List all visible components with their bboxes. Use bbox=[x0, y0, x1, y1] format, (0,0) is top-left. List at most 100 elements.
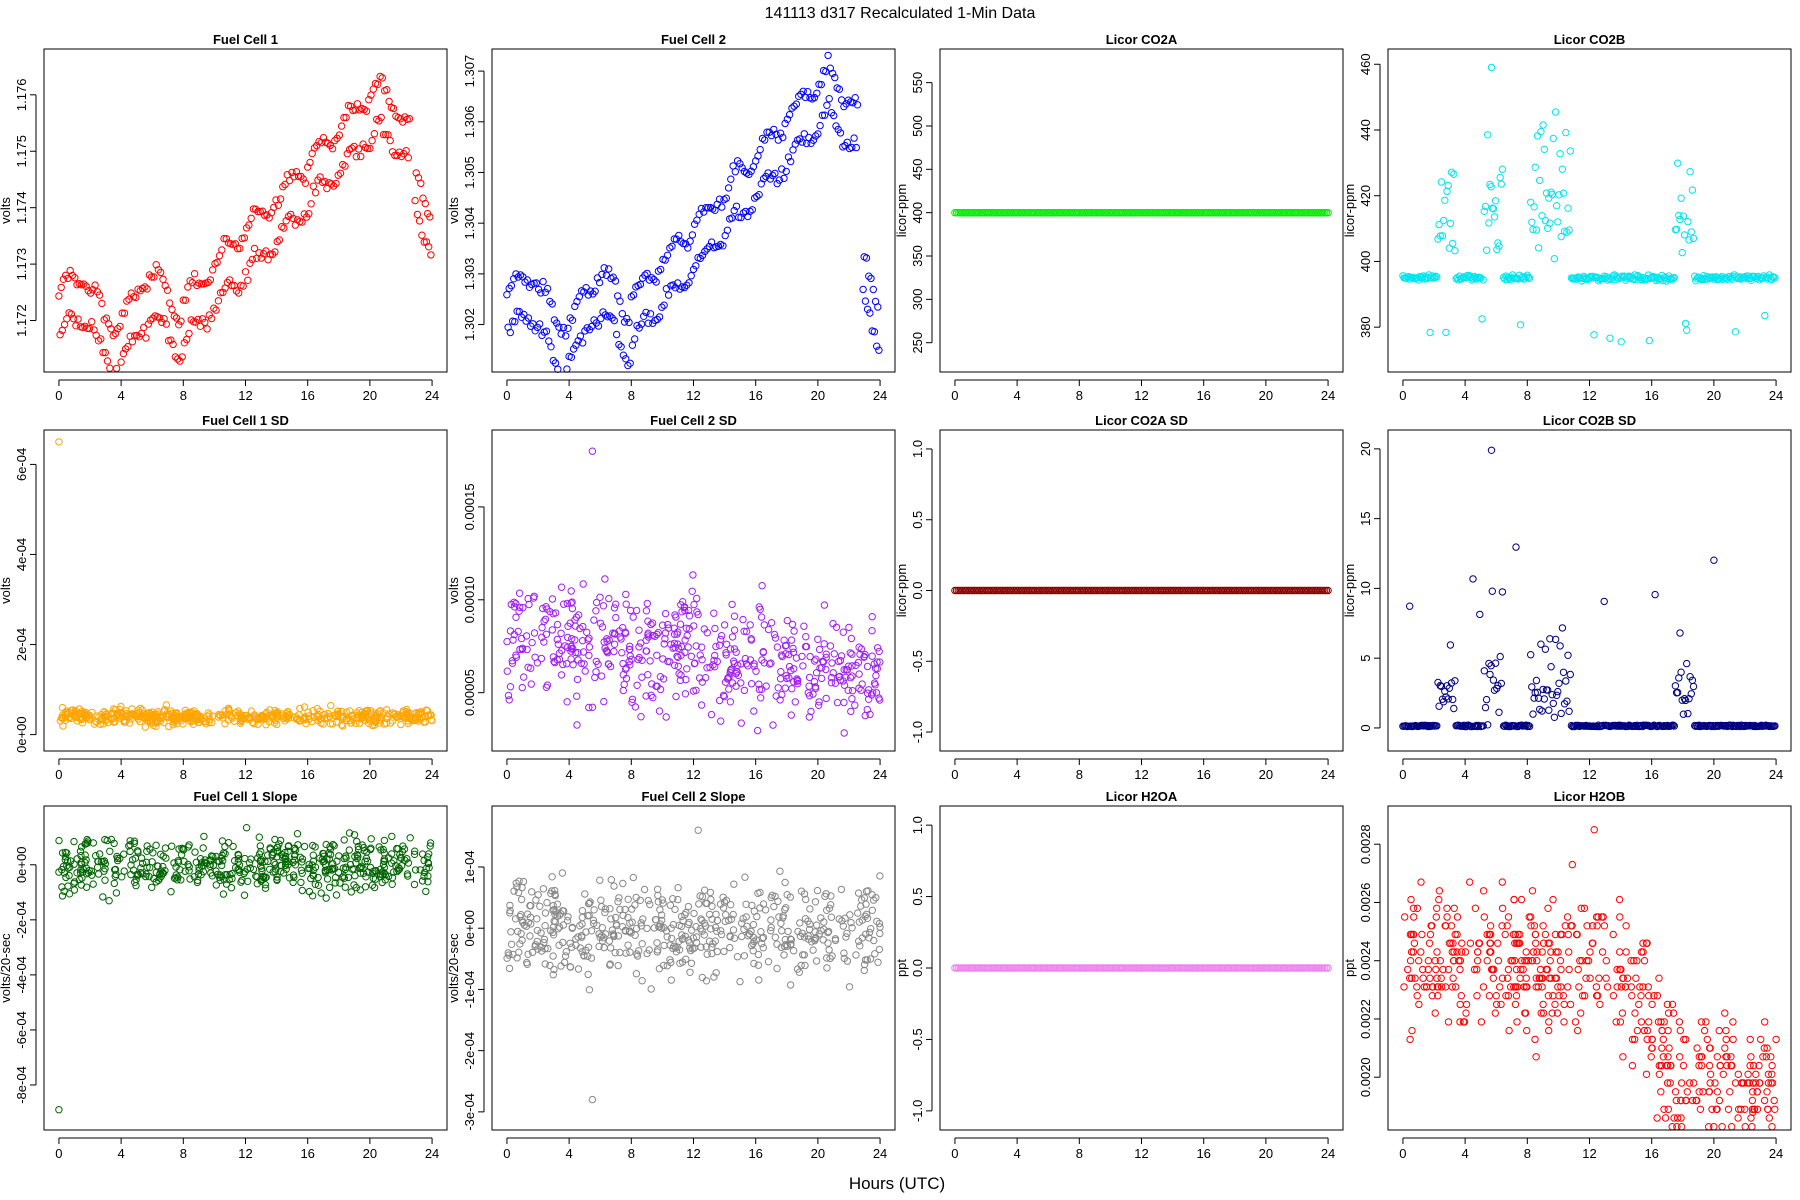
data-point bbox=[846, 649, 854, 657]
data-point bbox=[814, 635, 822, 643]
data-point bbox=[820, 925, 828, 934]
data-point bbox=[1713, 1105, 1721, 1114]
data-point bbox=[201, 318, 209, 327]
data-point bbox=[815, 701, 823, 709]
data-point bbox=[1443, 187, 1451, 196]
data-point bbox=[309, 182, 317, 190]
y-tick-label: 1e-04 bbox=[462, 850, 477, 883]
data-point bbox=[758, 134, 767, 143]
data-point bbox=[533, 915, 541, 923]
data-point bbox=[1448, 983, 1456, 991]
data-point bbox=[101, 876, 109, 884]
data-point bbox=[1764, 1070, 1773, 1079]
data-point bbox=[758, 934, 766, 942]
data-point bbox=[167, 888, 175, 896]
data-point bbox=[1630, 957, 1638, 965]
data-point bbox=[863, 705, 871, 714]
data-point bbox=[110, 879, 119, 888]
data-point bbox=[627, 929, 635, 937]
data-point bbox=[94, 337, 103, 345]
data-point bbox=[528, 948, 537, 957]
data-point bbox=[768, 891, 776, 899]
x-tick-label: 16 bbox=[748, 388, 762, 403]
data-point bbox=[530, 594, 538, 602]
data-point bbox=[307, 874, 315, 883]
data-point bbox=[228, 281, 236, 290]
data-point bbox=[142, 858, 151, 866]
data-point bbox=[1529, 948, 1538, 956]
y-tick-label: 380 bbox=[1358, 316, 1373, 338]
data-point bbox=[338, 873, 347, 881]
data-point bbox=[274, 201, 282, 210]
x-tick-label: 20 bbox=[363, 388, 377, 403]
x-tick-label: 16 bbox=[1196, 1146, 1210, 1161]
data-point bbox=[726, 698, 735, 706]
data-point bbox=[820, 640, 828, 648]
data-point bbox=[592, 598, 601, 607]
data-point bbox=[1553, 691, 1561, 699]
data-point bbox=[406, 834, 414, 842]
data-point bbox=[55, 836, 63, 845]
x-tick-label: 0 bbox=[951, 1146, 958, 1161]
data-point bbox=[653, 315, 661, 324]
data-point bbox=[520, 673, 528, 681]
data-point bbox=[1559, 189, 1568, 197]
data-point bbox=[270, 719, 279, 727]
data-point bbox=[719, 691, 728, 699]
data-point bbox=[1522, 974, 1530, 982]
data-point bbox=[767, 131, 776, 140]
y-tick-label: 1.305 bbox=[462, 156, 477, 189]
data-point bbox=[240, 234, 249, 242]
data-point bbox=[1676, 1026, 1685, 1035]
data-point bbox=[691, 659, 699, 667]
data-point bbox=[524, 314, 533, 322]
data-point bbox=[1703, 1035, 1712, 1044]
data-point bbox=[340, 836, 348, 844]
data-point bbox=[181, 867, 189, 875]
data-point bbox=[425, 243, 433, 251]
data-point bbox=[1419, 974, 1427, 982]
data-point bbox=[132, 293, 140, 302]
data-point bbox=[658, 924, 666, 932]
data-point bbox=[1417, 948, 1425, 956]
data-point bbox=[873, 342, 881, 350]
data-point bbox=[308, 892, 317, 900]
data-point bbox=[660, 941, 668, 950]
data-point bbox=[687, 652, 695, 660]
data-point bbox=[212, 306, 220, 314]
data-point bbox=[1478, 315, 1486, 323]
data-point bbox=[1457, 948, 1466, 956]
x-tick-label: 0 bbox=[1399, 388, 1406, 403]
data-point bbox=[284, 711, 292, 719]
data-point bbox=[1650, 992, 1658, 1000]
data-point bbox=[1628, 1061, 1637, 1070]
data-point bbox=[1664, 1009, 1673, 1017]
data-point bbox=[702, 204, 710, 212]
data-point bbox=[1433, 722, 1441, 730]
data-point bbox=[1453, 930, 1461, 939]
data-point bbox=[559, 323, 568, 332]
data-point bbox=[671, 284, 680, 292]
data-points bbox=[1400, 826, 1780, 1131]
data-point bbox=[599, 602, 608, 610]
data-point bbox=[676, 676, 684, 685]
y-tick-label: -3e-04 bbox=[462, 1093, 477, 1131]
panel-title: Fuel Cell 2 SD bbox=[650, 413, 737, 428]
data-point bbox=[764, 625, 773, 634]
y-tick-label: 1.304 bbox=[462, 207, 477, 240]
data-point bbox=[860, 960, 869, 969]
data-point bbox=[774, 684, 782, 692]
data-point bbox=[1551, 635, 1560, 644]
data-point bbox=[860, 966, 868, 975]
data-point bbox=[1456, 1000, 1464, 1009]
data-point bbox=[830, 111, 838, 120]
data-point bbox=[340, 872, 348, 880]
data-point bbox=[769, 171, 777, 180]
data-point bbox=[241, 868, 249, 876]
data-point bbox=[1424, 957, 1433, 965]
data-point bbox=[140, 323, 148, 332]
data-point bbox=[788, 104, 796, 112]
data-point bbox=[781, 942, 789, 951]
data-point bbox=[401, 113, 409, 121]
